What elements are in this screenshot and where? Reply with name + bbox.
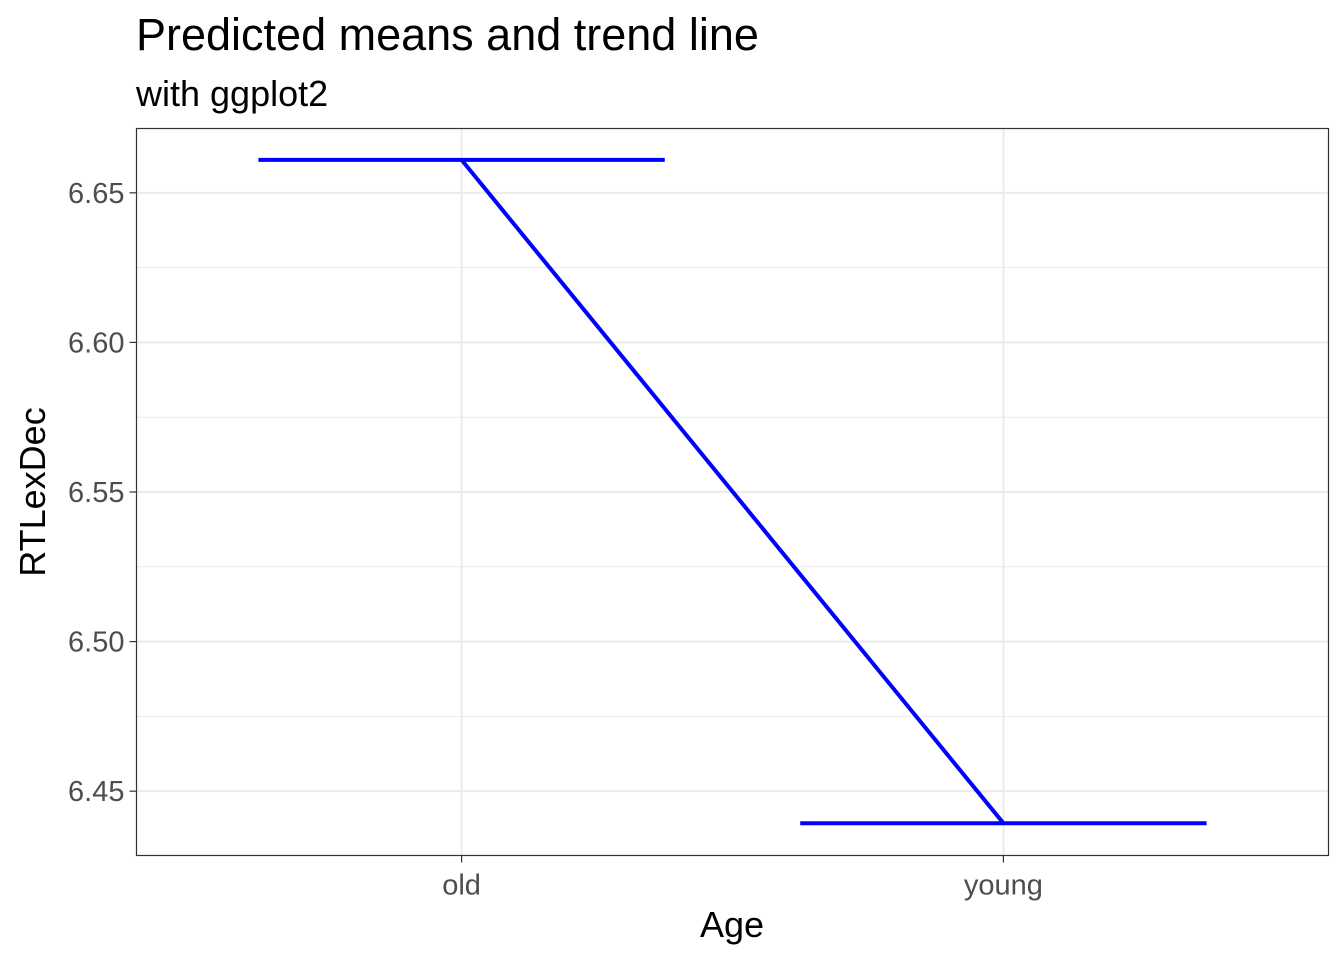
minor-gridlines — [136, 267, 1329, 717]
y-tick-label: 6.50 — [68, 627, 124, 659]
y-tick-label: 6.60 — [68, 327, 124, 359]
x-tick-label-young: young — [964, 870, 1043, 902]
chart-subtitle: with ggplot2 — [135, 73, 328, 114]
y-axis-label: RTLexDec — [12, 407, 53, 576]
y-tick-label: 6.45 — [68, 776, 124, 808]
major-gridlines — [136, 128, 1329, 856]
y-axis: 6.45 6.50 6.55 6.60 6.65 — [68, 178, 137, 808]
y-tick-label: 6.65 — [68, 178, 124, 210]
chart-title: Predicted means and trend line — [136, 9, 759, 60]
trend-line — [460, 158, 1005, 825]
y-tick-label: 6.55 — [68, 477, 124, 509]
data-marks — [258, 157, 1207, 826]
x-axis-label: Age — [700, 904, 764, 945]
x-tick-label-old: old — [442, 870, 481, 902]
x-axis: old young — [442, 855, 1043, 902]
